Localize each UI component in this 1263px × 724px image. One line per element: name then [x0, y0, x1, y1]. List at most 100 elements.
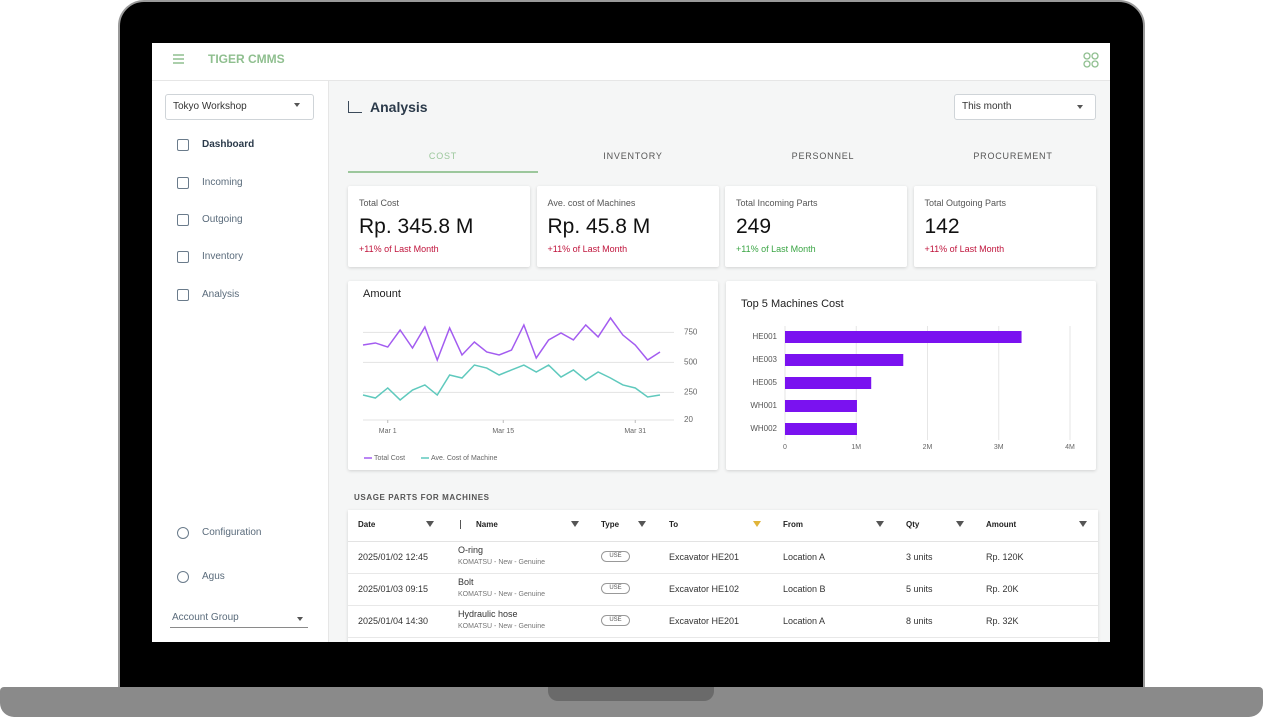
analysis-icon [348, 101, 362, 113]
cell: Rp. 20K [986, 583, 1019, 594]
card-value: Rp. 345.8 M [359, 215, 474, 239]
tab[interactable]: PROCUREMENT [973, 151, 1053, 161]
cell: Bolt [458, 576, 474, 587]
stat-card [536, 186, 719, 267]
cell: 2025/01/03 09:15 [358, 583, 429, 594]
type-pill: USE [601, 615, 630, 626]
card-label: Total Cost [359, 197, 400, 208]
cell-sub: KOMATSU - New - Genuine [458, 622, 546, 630]
tab-indicator [348, 171, 538, 173]
dropdown-arrow [294, 103, 300, 107]
bezel-bottom [120, 642, 1143, 688]
brand: TIGER CMMS [208, 51, 285, 66]
nav-item[interactable]: Analysis [202, 289, 240, 300]
column-header[interactable]: From [783, 520, 803, 530]
cell: Location A [783, 551, 826, 562]
account-underline [170, 627, 308, 628]
workshop-label: Tokyo Workshop [173, 101, 247, 112]
tab[interactable]: INVENTORY [603, 151, 663, 161]
nav-icon [177, 251, 189, 263]
card-delta: +11% of Last Month [736, 243, 816, 254]
cell: Rp. 120K [986, 551, 1024, 562]
filter-icon[interactable] [956, 521, 964, 527]
sidebar-divider [328, 81, 329, 642]
card-label: Ave. cost of Machines [547, 197, 636, 208]
cell: O-ring [458, 544, 484, 555]
column-header[interactable]: Date [358, 520, 376, 530]
nav-icon [177, 289, 189, 301]
nav-item[interactable]: Incoming [202, 177, 243, 188]
menu-icon[interactable] [172, 53, 186, 65]
config-icon [177, 527, 189, 539]
sort-arrow [460, 520, 461, 529]
filter-icon[interactable] [1079, 521, 1087, 527]
filter-icon[interactable] [426, 521, 434, 527]
nav-icon [177, 139, 189, 151]
card-delta: +11% of Last Month [359, 243, 439, 254]
page-title: Analysis [370, 98, 428, 115]
row-divider [348, 605, 1098, 606]
chart-card [348, 281, 718, 470]
column-header[interactable]: Name [476, 520, 498, 530]
cell: 2025/01/02 12:45 [358, 551, 429, 562]
stat-card [725, 186, 907, 267]
header-divider [152, 80, 1110, 81]
card-value: 142 [924, 215, 960, 239]
cell: 3 units [906, 551, 933, 562]
dropdown-arrow [1077, 105, 1083, 109]
card-delta: +11% of Last Month [924, 243, 1005, 254]
cell: 2025/01/04 14:30 [358, 615, 429, 626]
table-title: USAGE PARTS FOR MACHINES [354, 493, 490, 503]
cell-sub: KOMATSU - New - Genuine [458, 558, 546, 566]
account-group[interactable]: Account Group [172, 612, 239, 623]
card-value: Rp. 45.8 M [547, 215, 651, 239]
card-delta: +11% of Last Month [547, 243, 628, 254]
cell-sub: KOMATSU - New - Genuine [458, 590, 546, 598]
apps-icon[interactable] [1083, 52, 1099, 68]
cell: Rp. 32K [986, 615, 1019, 626]
dropdown-arrow [297, 617, 303, 621]
column-header[interactable]: To [669, 520, 679, 530]
cell: 5 units [906, 583, 933, 594]
user-icon [177, 571, 189, 583]
chart-card [726, 281, 1096, 470]
column-header[interactable]: Type [601, 520, 620, 530]
nav-icon [177, 214, 189, 226]
header-divider [348, 541, 1098, 542]
nav-item[interactable]: Dashboard [202, 139, 255, 150]
table [348, 510, 1098, 650]
nav-item[interactable]: Inventory [202, 251, 244, 262]
nav-icon [177, 177, 189, 189]
laptop-notch [548, 687, 714, 701]
card-label: Total Incoming Parts [736, 197, 818, 208]
configuration[interactable]: Configuration [202, 527, 262, 538]
card-value: 249 [736, 215, 772, 239]
column-header[interactable]: Amount [986, 520, 1017, 530]
type-pill: USE [601, 583, 630, 594]
cell: Excavator HE102 [669, 583, 740, 594]
cell: Excavator HE201 [669, 615, 740, 626]
cell: Hydraulic hose [458, 608, 518, 619]
filter-icon[interactable] [753, 521, 761, 527]
row-divider [348, 573, 1098, 574]
cell: Location A [783, 615, 826, 626]
card-label: Total Outgoing Parts [924, 197, 1007, 208]
row-divider [348, 637, 1098, 638]
column-header[interactable]: Qty [906, 520, 920, 530]
filter-icon[interactable] [638, 521, 646, 527]
type-pill: USE [601, 551, 630, 562]
stat-card [348, 186, 530, 267]
stat-card [913, 186, 1096, 267]
cell: 8 units [906, 615, 933, 626]
user[interactable]: Agus [202, 571, 225, 582]
filter-icon[interactable] [571, 521, 579, 527]
filter-icon[interactable] [876, 521, 884, 527]
workshop-select[interactable] [165, 94, 314, 120]
cell: Excavator HE201 [669, 551, 740, 562]
nav-item[interactable]: Outgoing [202, 214, 243, 225]
tab[interactable]: PERSONNEL [791, 151, 855, 161]
period-label: This month [962, 101, 1012, 112]
tab[interactable]: COST [428, 151, 458, 161]
period-select[interactable] [954, 94, 1096, 120]
